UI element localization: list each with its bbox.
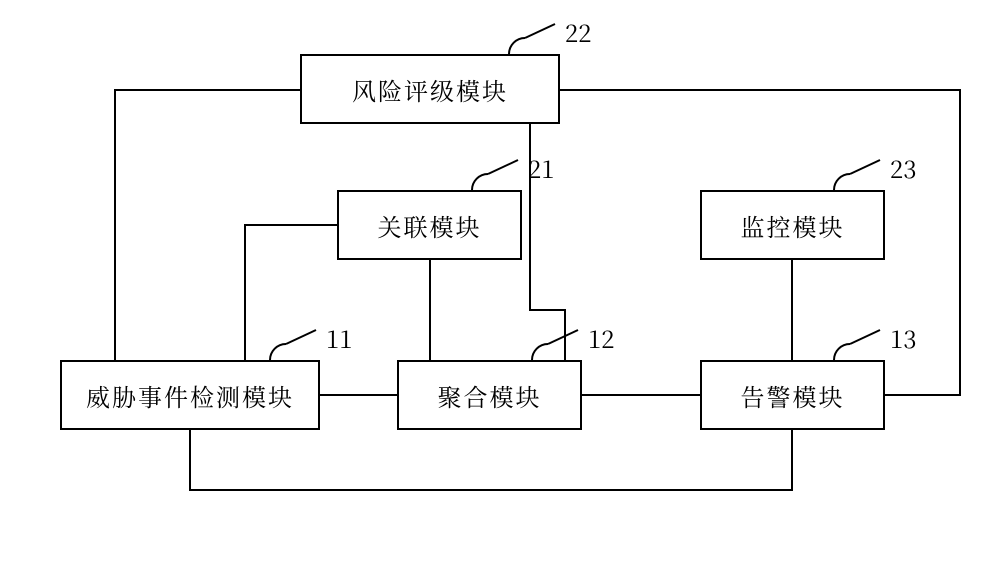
node-label: 聚合模块 [438,378,542,413]
edge [115,90,300,360]
callout-arc [834,174,850,190]
callout-arc [270,344,286,360]
callout-line [488,160,518,174]
edge [190,430,792,490]
node-monitor-module: 监控模块 [700,190,885,260]
node-risk-rating-module: 风险评级模块 [300,54,560,124]
node-label: 关联模块 [378,208,482,243]
edge [245,225,337,360]
callout-arc [834,344,850,360]
callout-line [850,160,880,174]
callout-label: 22 [565,14,591,49]
callout-arc [532,344,548,360]
callout-line [286,330,316,344]
node-label: 告警模块 [741,378,845,413]
callout-arc [472,174,488,190]
node-aggregation-module: 聚合模块 [397,360,582,430]
node-alarm-module: 告警模块 [700,360,885,430]
callout-line [548,330,578,344]
diagram-canvas: 风险评级模块 关联模块 监控模块 威胁事件检测模块 聚合模块 告警模块 22 21… [0,0,1000,561]
node-label: 威胁事件检测模块 [86,378,294,413]
callout-label: 13 [890,320,916,355]
callout-line [525,24,555,38]
callout-label: 12 [588,320,614,355]
callout-arc [509,38,525,54]
callout-label: 21 [528,150,554,185]
callout-line [850,330,880,344]
node-label: 监控模块 [741,208,845,243]
node-association-module: 关联模块 [337,190,522,260]
node-threat-event-detection-module: 威胁事件检测模块 [60,360,320,430]
callout-label: 11 [326,320,352,355]
callout-label: 23 [890,150,916,185]
node-label: 风险评级模块 [352,72,508,107]
